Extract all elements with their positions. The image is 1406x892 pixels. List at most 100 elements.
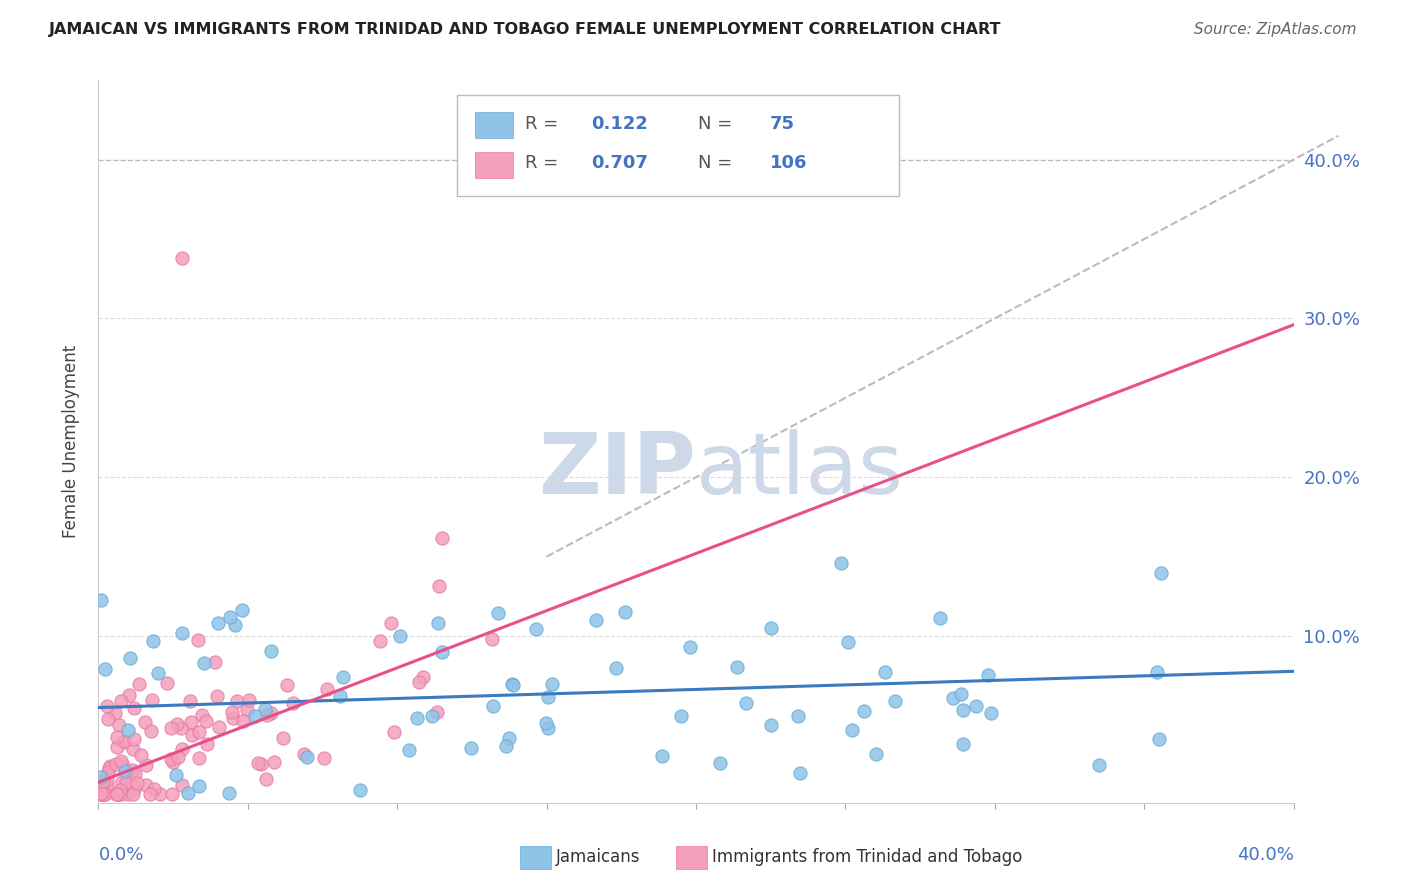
- Point: [141, 693, 163, 707]
- Point: [124, 732, 146, 747]
- Point: [191, 708, 214, 723]
- Point: [172, 251, 194, 265]
- Point: [875, 665, 897, 680]
- Point: [207, 616, 229, 631]
- Point: [585, 613, 607, 627]
- Point: [482, 699, 505, 714]
- Point: [537, 721, 560, 735]
- Point: [105, 730, 128, 744]
- Point: [90, 786, 112, 800]
- Point: [830, 556, 852, 570]
- Point: [605, 661, 627, 675]
- Point: [759, 622, 782, 636]
- Point: [90, 770, 112, 784]
- Point: [134, 715, 156, 730]
- Point: [408, 675, 430, 690]
- Point: [263, 755, 285, 769]
- Text: N =: N =: [699, 115, 738, 133]
- Point: [541, 677, 564, 691]
- Point: [111, 774, 134, 789]
- Point: [187, 633, 209, 648]
- Point: [498, 731, 520, 746]
- Point: [316, 682, 339, 697]
- Point: [965, 699, 987, 714]
- Point: [93, 662, 115, 676]
- Text: R =: R =: [524, 154, 564, 172]
- Point: [110, 754, 132, 768]
- Point: [231, 603, 253, 617]
- Point: [312, 751, 335, 765]
- Text: N =: N =: [699, 154, 738, 172]
- Point: [221, 706, 243, 720]
- Point: [651, 748, 673, 763]
- Point: [534, 715, 557, 730]
- Point: [195, 714, 218, 728]
- Point: [406, 711, 429, 725]
- Point: [260, 706, 283, 721]
- Point: [427, 615, 450, 630]
- Text: Immigrants from Trinidad and Tobago: Immigrants from Trinidad and Tobago: [711, 848, 1022, 866]
- Point: [90, 787, 112, 801]
- Point: [120, 776, 142, 790]
- Point: [97, 712, 120, 726]
- Point: [245, 708, 267, 723]
- Point: [380, 616, 402, 631]
- Point: [125, 776, 148, 790]
- Point: [281, 696, 304, 710]
- Text: 0.122: 0.122: [591, 115, 648, 133]
- Point: [142, 633, 165, 648]
- Point: [976, 668, 998, 682]
- Point: [256, 708, 278, 723]
- Point: [114, 764, 136, 778]
- Point: [91, 787, 114, 801]
- Point: [105, 756, 128, 771]
- Point: [124, 767, 146, 781]
- Point: [165, 768, 187, 782]
- Point: [139, 787, 162, 801]
- Point: [789, 765, 811, 780]
- Point: [254, 772, 277, 786]
- Point: [250, 756, 273, 771]
- Point: [187, 780, 209, 794]
- Point: [180, 714, 202, 729]
- Point: [389, 629, 412, 643]
- Point: [929, 611, 952, 625]
- Point: [108, 787, 131, 801]
- Point: [420, 708, 443, 723]
- Point: [141, 723, 163, 738]
- Text: 0.707: 0.707: [591, 154, 648, 172]
- Text: 106: 106: [770, 154, 807, 172]
- Y-axis label: Female Unemployment: Female Unemployment: [62, 345, 80, 538]
- Point: [107, 739, 129, 754]
- Point: [427, 579, 450, 593]
- Point: [224, 617, 246, 632]
- Point: [121, 787, 143, 801]
- Point: [110, 787, 132, 801]
- Point: [179, 694, 201, 708]
- Text: 0.0%: 0.0%: [98, 847, 143, 864]
- Point: [188, 724, 211, 739]
- Point: [90, 593, 112, 607]
- Point: [942, 691, 965, 706]
- Point: [117, 723, 139, 737]
- Point: [837, 634, 859, 648]
- FancyBboxPatch shape: [475, 112, 513, 138]
- Point: [111, 757, 134, 772]
- Point: [170, 778, 193, 792]
- Point: [114, 775, 136, 789]
- Point: [118, 651, 141, 665]
- Point: [98, 759, 121, 773]
- Text: JAMAICAN VS IMMIGRANTS FROM TRINIDAD AND TOBAGO FEMALE UNEMPLOYMENT CORRELATION : JAMAICAN VS IMMIGRANTS FROM TRINIDAD AND…: [49, 22, 1001, 37]
- Point: [883, 694, 905, 708]
- Point: [143, 781, 166, 796]
- Point: [486, 606, 509, 620]
- Point: [91, 787, 114, 801]
- Point: [96, 772, 118, 787]
- Point: [430, 531, 453, 545]
- Point: [219, 609, 242, 624]
- Point: [276, 678, 298, 692]
- Point: [162, 787, 184, 801]
- Point: [104, 706, 127, 720]
- Point: [501, 677, 523, 691]
- Point: [295, 750, 318, 764]
